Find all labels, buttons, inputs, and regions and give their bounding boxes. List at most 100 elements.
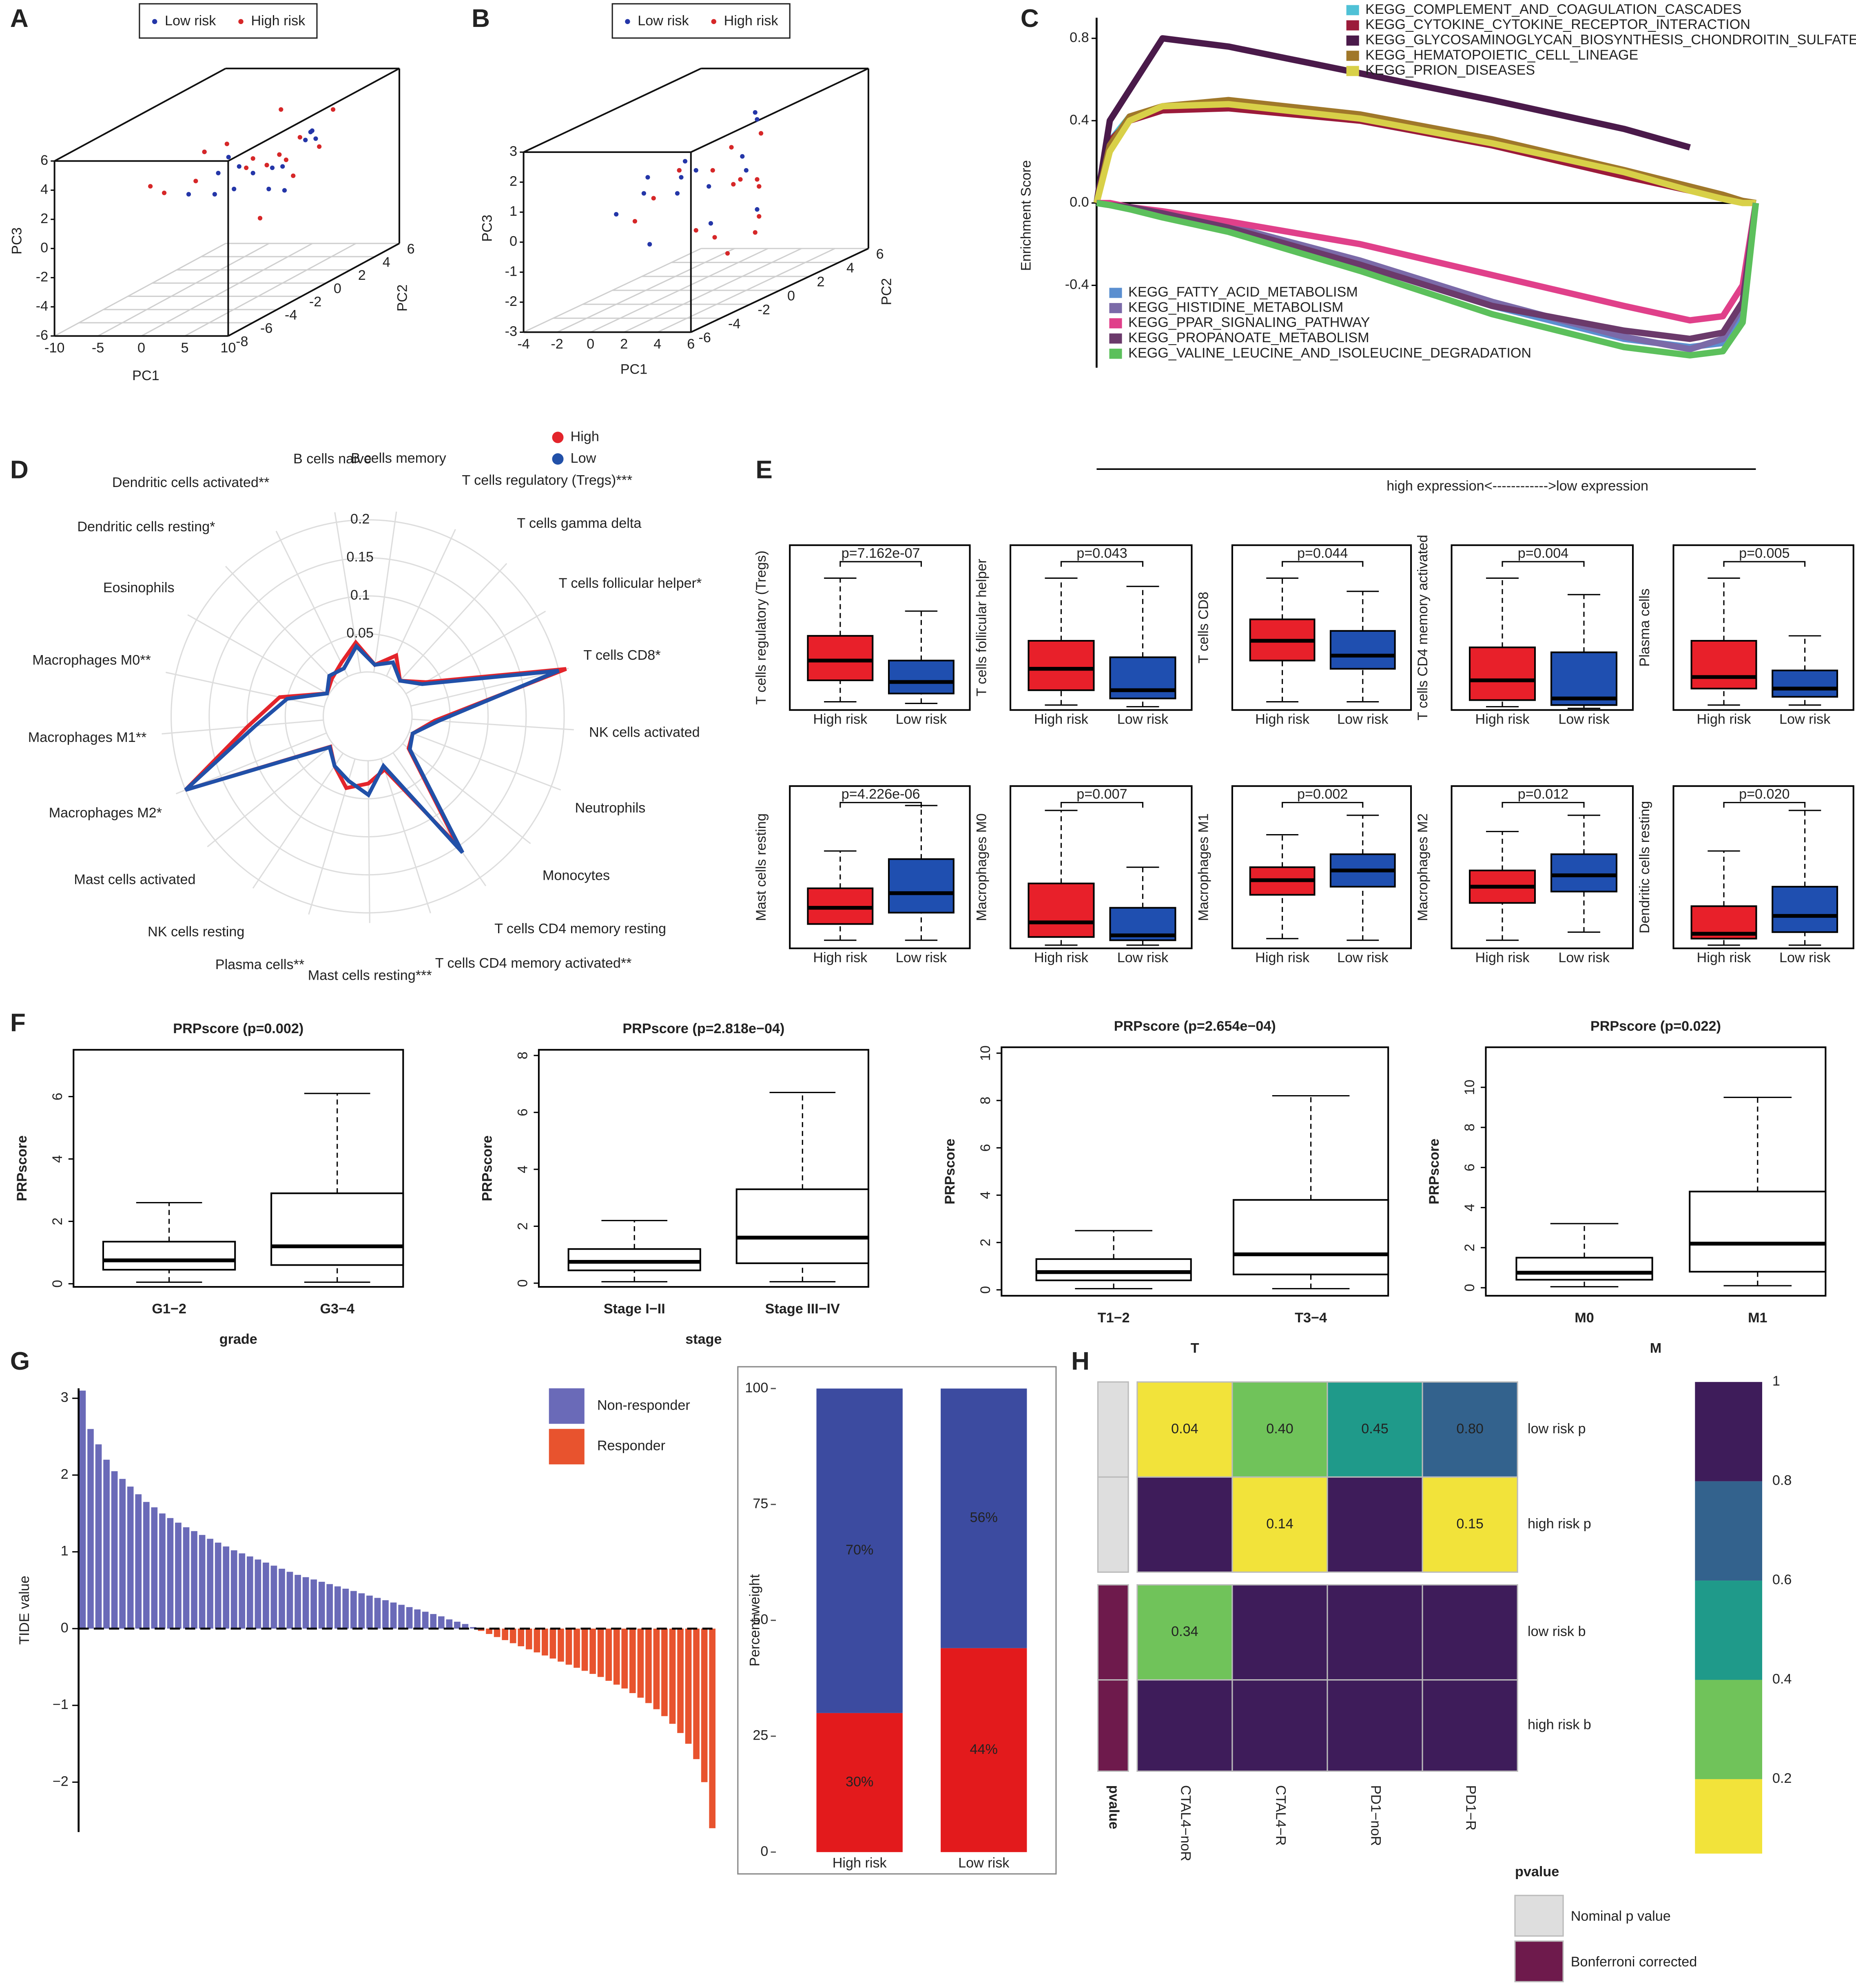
y-tick-label: −2 [53,1773,69,1789]
bar [279,1569,285,1629]
bar [525,1628,532,1649]
y-axis-label: PRPscore [942,1138,958,1204]
p-value: p=0.005 [1739,545,1790,561]
legend-box [139,3,318,39]
y-tick-label: -6 [698,330,711,345]
bar [310,1579,317,1629]
box [888,660,955,695]
point [244,165,249,170]
x-tick-label: Low risk [1779,950,1831,965]
y-axis-label: TIDE value [17,1576,32,1645]
legend-label: High risk [724,13,779,29]
point [202,149,207,154]
plot-frame [538,1049,869,1288]
box [1772,886,1838,933]
bar [478,1628,485,1631]
bar [589,1628,596,1674]
bar [295,1575,301,1629]
legend-swatch [1109,288,1122,298]
plot-frame [1451,544,1634,711]
y-tick-label: 4 [1462,1204,1477,1211]
y-tick-label: 6 [978,1144,993,1152]
point [740,154,745,159]
point [632,219,638,224]
x-tick-label: -5 [92,340,104,356]
box [1690,640,1757,690]
box [1028,640,1095,691]
plot-title: PRPscore (p=0.022) [1590,1018,1721,1034]
bar [326,1584,333,1629]
point [283,157,289,162]
y-tick-label: 6 [50,1093,65,1100]
x-tick-label: 10 [220,340,236,356]
colorbar-label: 0.6 [1772,1572,1792,1587]
category-label: Monocytes [543,868,610,883]
x-axis-label: grade [219,1332,257,1347]
y-axis-label: Macrophages M2 [1415,813,1431,921]
bar [685,1628,692,1744]
y-tick-label: 6 [876,246,884,262]
bar [653,1628,660,1709]
point [675,191,680,196]
point [682,159,688,164]
box-edge [228,243,400,337]
z-tick-label: 2 [40,211,48,226]
legend-swatch [549,1429,585,1465]
z-tick-label: 0 [509,234,517,249]
point [250,170,255,175]
bar [342,1588,349,1629]
bar-segment [816,1388,903,1713]
plot-frame [1231,544,1412,711]
x-tick-label: Stage III−IV [765,1301,840,1317]
box-edge [690,68,869,153]
heat-cell [1327,1584,1423,1681]
x-tick-label: High risk [1255,950,1310,965]
p-value: p=0.012 [1518,786,1568,802]
legend-label: KEGG_PRION_DISEASES [1365,62,1535,78]
p-bracket [839,802,922,808]
p-value: p=0.002 [1297,786,1348,802]
box [1468,646,1536,701]
point [186,192,191,197]
x-tick-label: High risk [1034,712,1089,727]
x-tick-label: Low risk [896,712,947,727]
bar [605,1628,612,1681]
heat-cell [1327,1476,1423,1573]
legend-label: High risk [251,13,306,29]
y-tick-label: 75 [753,1496,768,1511]
legend-swatch [1346,5,1359,15]
legend-label: KEGG_VALINE_LEUCINE_AND_ISOLEUCINE_DEGRA… [1128,345,1531,361]
heat-cell [1422,1679,1518,1772]
y-tick-label: 4 [383,255,390,270]
legend-swatch [1346,20,1359,31]
bar [597,1628,604,1677]
y-tick-label: 4 [978,1191,993,1199]
p-value: p=0.044 [1297,545,1348,561]
legend-swatch [1514,1895,1564,1937]
box [270,1192,404,1266]
box-edge [523,68,702,153]
heat-cell [1136,1679,1233,1772]
legend-swatch [1514,1940,1564,1983]
p-bracket [1723,802,1806,808]
colorbar-label: 1 [1772,1373,1780,1389]
category-label: T cells CD4 memory activated** [435,955,632,971]
plot-frame [73,1049,404,1288]
heat-cell [1231,1679,1328,1772]
y-tick-label: -4 [728,316,740,332]
y-tick-label: 0 [760,1844,768,1859]
legend-marker [625,19,630,24]
legend-swatch [1109,333,1122,344]
ring [171,519,565,914]
bar [207,1539,213,1629]
category-label: NK cells activated [589,725,700,740]
panel-label: B [472,4,490,33]
colorbar-bin [1695,1481,1763,1581]
bar [223,1546,230,1629]
z-axis-label: PC3 [9,227,25,254]
bar [454,1621,461,1629]
x-tick-label: -2 [551,336,563,352]
floor-grid [184,243,357,337]
row-label: low risk p [1528,1421,1586,1437]
spoke [275,531,349,677]
